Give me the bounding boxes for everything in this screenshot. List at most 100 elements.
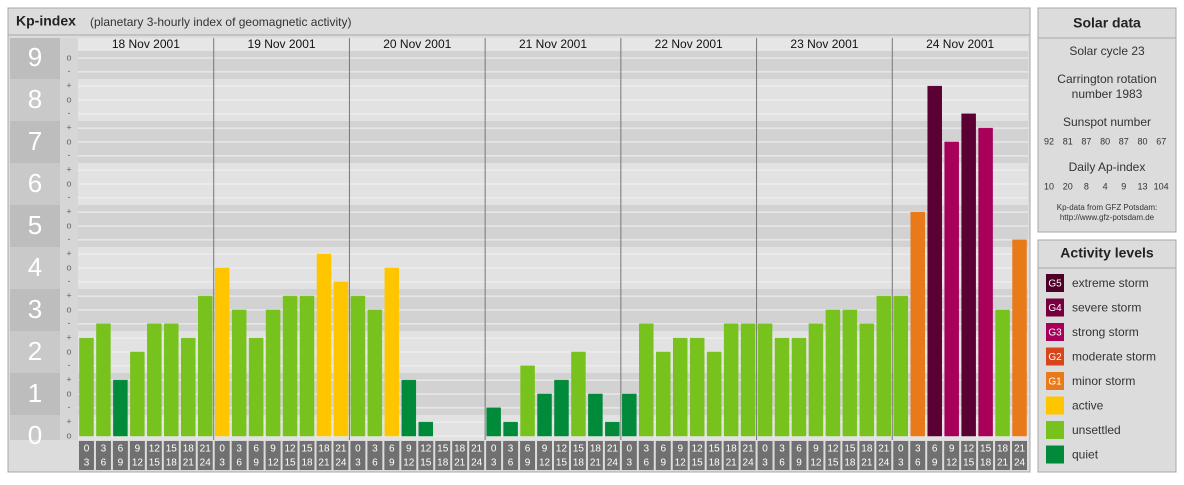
legend-badge: G1: [1048, 377, 1062, 388]
bar: [927, 85, 942, 437]
x-tick-label: 9: [542, 444, 548, 455]
x-tick-label: 0: [355, 444, 361, 455]
minor-tick-label: +: [66, 249, 71, 259]
hour-box: [604, 441, 620, 470]
minor-tick-label: o: [66, 430, 71, 440]
hour-box: [825, 441, 841, 470]
bar: [350, 295, 366, 437]
side-number: 13: [1137, 181, 1147, 191]
x-tick-label: 15: [149, 458, 161, 469]
hour-box: [927, 441, 943, 470]
hour-box: [146, 441, 162, 470]
legend-label: minor storm: [1072, 374, 1135, 388]
x-tick-label: 6: [101, 458, 107, 469]
x-tick-label: 15: [709, 444, 721, 455]
x-tick-label: 3: [915, 444, 921, 455]
x-tick-label: 21: [861, 458, 873, 469]
hour-box: [401, 441, 417, 470]
side-text: Kp-data from GFZ Potsdam:: [1057, 203, 1157, 212]
legend-label: quiet: [1072, 448, 1099, 462]
hour-box: [554, 441, 569, 470]
y-band: [10, 331, 60, 373]
hour-box: [129, 441, 145, 470]
bar: [961, 113, 976, 437]
x-tick-label: 9: [660, 458, 666, 469]
x-tick-label: 9: [932, 458, 938, 469]
bar: [164, 323, 179, 437]
bar: [147, 323, 162, 437]
bar: [859, 323, 875, 437]
bar: [486, 407, 501, 437]
minor-tick-label: o: [66, 346, 71, 356]
side-number: 87: [1081, 136, 1091, 146]
chart-title: Kp-index: [16, 13, 76, 29]
bar: [299, 295, 315, 437]
hour-box: [672, 441, 688, 470]
hour-box: [893, 441, 909, 470]
chart-subtitle: (planetary 3-hourly index of geomagnetic…: [90, 15, 351, 29]
x-tick-label: 15: [573, 444, 585, 455]
minor-tick-label: o: [66, 304, 71, 314]
x-tick-label: 3: [219, 458, 225, 469]
day-label: 23 Nov 2001: [790, 37, 858, 51]
bar: [384, 267, 400, 437]
y-tick-label: 8: [28, 84, 42, 114]
hour-box: [587, 441, 603, 470]
x-tick-label: 24: [743, 458, 755, 469]
x-tick-label: 6: [932, 444, 938, 455]
legend-label: unsettled: [1072, 423, 1121, 437]
hour-box: [214, 441, 230, 470]
x-tick-label: 6: [660, 444, 666, 455]
y-band: [10, 163, 60, 205]
minor-tick-label: -: [68, 360, 71, 370]
minor-tick-label: -: [68, 402, 71, 412]
x-tick-label: 3: [779, 444, 785, 455]
x-tick-label: 21: [200, 444, 212, 455]
hour-box: [180, 441, 196, 470]
x-tick-label: 3: [627, 458, 633, 469]
hour-box: [706, 441, 722, 470]
x-tick-label: 21: [590, 458, 602, 469]
bar: [723, 323, 739, 437]
bar: [791, 337, 807, 437]
hour-box: [350, 441, 366, 470]
day-header: [78, 38, 1028, 51]
x-tick-label: 21: [878, 444, 890, 455]
side-text: Carrington rotation: [1057, 72, 1156, 86]
bar: [231, 309, 247, 437]
side-text: Sunspot number: [1063, 115, 1151, 129]
side-number: 67: [1156, 136, 1166, 146]
hour-box: [537, 441, 552, 470]
x-tick-label: 12: [810, 458, 822, 469]
x-tick-label: 21: [183, 458, 195, 469]
x-tick-label: 6: [372, 458, 378, 469]
x-tick-label: 6: [644, 458, 650, 469]
x-tick-label: 24: [878, 458, 890, 469]
side-number: 8: [1084, 181, 1089, 191]
bar: [537, 393, 552, 437]
x-tick-label: 6: [508, 458, 514, 469]
hour-box: [944, 441, 960, 470]
bar: [197, 295, 213, 437]
y-tick-label: 4: [28, 252, 42, 282]
bar: [910, 211, 925, 437]
x-tick-label: 9: [796, 458, 802, 469]
side-number: 80: [1100, 136, 1110, 146]
minor-tick-label: o: [66, 52, 71, 62]
x-tick-label: 15: [980, 444, 992, 455]
hour-box: [95, 441, 111, 470]
hour-box: [791, 441, 807, 470]
side-number: 92: [1044, 136, 1054, 146]
hour-box: [112, 441, 128, 470]
legend-label: strong storm: [1072, 325, 1139, 339]
y-band: [10, 289, 60, 331]
day-label: 24 Nov 2001: [926, 37, 994, 51]
x-tick-label: 15: [420, 458, 432, 469]
legend-swatch: [1046, 323, 1064, 341]
bar: [248, 337, 264, 437]
hour-box: [723, 441, 739, 470]
x-tick-label: 3: [372, 444, 378, 455]
hour-box: [520, 441, 536, 470]
hour-box: [689, 441, 705, 470]
